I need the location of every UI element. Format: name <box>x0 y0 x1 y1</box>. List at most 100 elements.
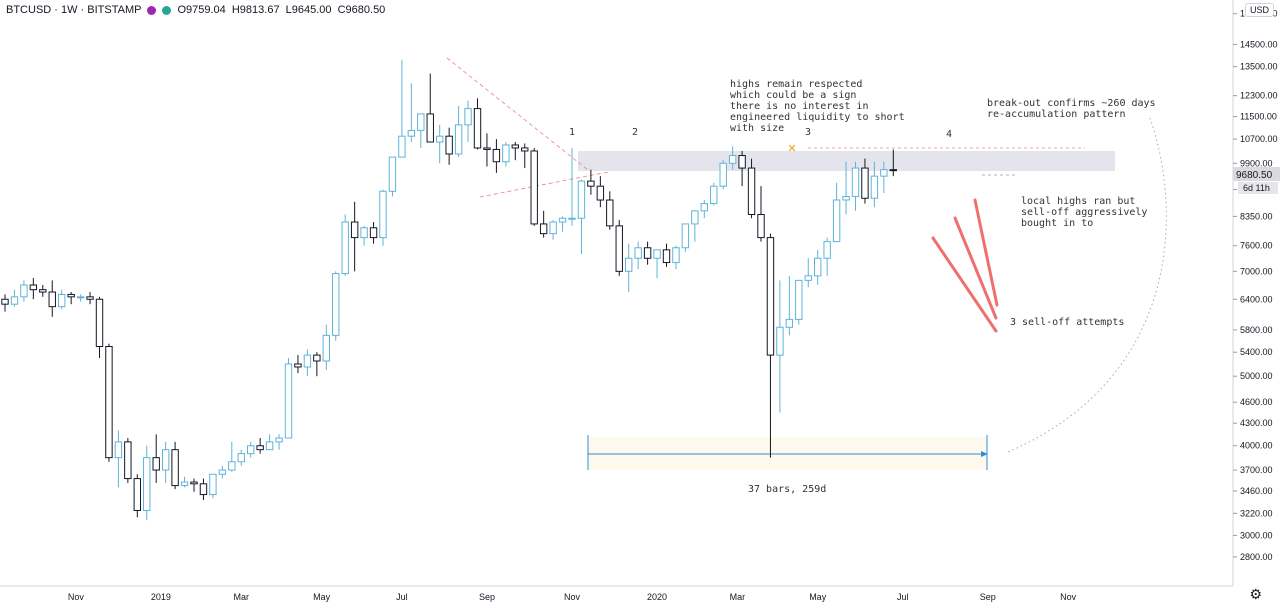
candle-body[interactable] <box>672 247 680 264</box>
candle-body[interactable] <box>218 469 227 475</box>
candle-body[interactable] <box>861 167 869 199</box>
settings-gear-icon[interactable]: ⚙ <box>1249 586 1262 602</box>
candle-body[interactable] <box>237 453 245 463</box>
candle-body[interactable] <box>161 449 170 471</box>
selloff-line-3[interactable] <box>931 236 998 333</box>
candle-body[interactable] <box>653 249 661 259</box>
candle-body[interactable] <box>870 175 879 199</box>
candle-body[interactable] <box>889 169 897 172</box>
resistance-zone[interactable] <box>578 151 1115 171</box>
candle-body[interactable] <box>86 296 94 300</box>
candle-body[interactable] <box>502 144 510 163</box>
candle-body[interactable] <box>766 237 775 356</box>
candle-body[interactable] <box>606 199 614 227</box>
candle-body[interactable] <box>105 345 113 459</box>
candle-body[interactable] <box>568 217 576 220</box>
candle-body[interactable] <box>436 135 444 143</box>
candle-body[interactable] <box>700 203 708 212</box>
candle-body[interactable] <box>426 113 434 143</box>
currency-button[interactable]: USD <box>1244 3 1274 17</box>
candle-body[interactable] <box>710 185 718 205</box>
candle-body[interactable] <box>275 437 283 443</box>
candle-body[interactable] <box>492 148 501 163</box>
candle-body[interactable] <box>681 223 690 249</box>
candle-body[interactable] <box>747 167 756 216</box>
candle-body[interactable] <box>417 113 425 131</box>
candle-body[interactable] <box>445 135 453 155</box>
candle-body[interactable] <box>738 155 746 169</box>
candle-body[interactable] <box>256 445 264 451</box>
candle-body[interactable] <box>719 162 727 187</box>
candle-body[interactable] <box>303 354 312 368</box>
candle-body[interactable] <box>114 441 123 459</box>
candle-body[interactable] <box>473 108 482 149</box>
candle-body[interactable] <box>379 190 387 239</box>
candle-body[interactable] <box>284 363 293 439</box>
candle-body[interactable] <box>247 445 255 455</box>
candle-body[interactable] <box>577 180 586 219</box>
candle-body[interactable] <box>39 289 47 293</box>
candle-body[interactable] <box>209 473 217 496</box>
candle-body[interactable] <box>880 169 888 177</box>
candle-body[interactable] <box>691 210 699 225</box>
candle-body[interactable] <box>369 227 378 239</box>
candle-body[interactable] <box>842 195 850 201</box>
candle-body[interactable] <box>76 296 85 299</box>
candle-body[interactable] <box>407 129 416 137</box>
candle-body[interactable] <box>58 293 66 308</box>
candle-body[interactable] <box>360 227 368 239</box>
candle-body[interactable] <box>171 449 179 487</box>
candle-body[interactable] <box>350 221 359 239</box>
candle-body[interactable] <box>322 334 331 362</box>
candle-body[interactable] <box>483 147 491 150</box>
triangle-upper-trend[interactable] <box>446 57 589 171</box>
candle-body[interactable] <box>634 247 642 259</box>
candle-body[interactable] <box>454 124 463 155</box>
candle-body[interactable] <box>190 481 198 485</box>
candle-body[interactable] <box>388 156 397 192</box>
selloff-line-1[interactable] <box>973 198 999 307</box>
candle-body[interactable] <box>398 135 406 158</box>
candle-body[interactable] <box>332 273 340 336</box>
candle-body[interactable] <box>521 147 529 152</box>
candle-body[interactable] <box>10 296 19 305</box>
candle-body[interactable] <box>851 167 860 197</box>
triangle-lower-trend[interactable] <box>479 171 609 198</box>
symbol-header[interactable]: BTCUSD · 1W · BITSTAMP O9759.04 H9813.67… <box>6 4 388 16</box>
candle-body[interactable] <box>1 298 9 305</box>
candle-body[interactable] <box>615 225 623 272</box>
candle-body[interactable] <box>558 217 567 223</box>
candle-body[interactable] <box>814 257 822 277</box>
candle-body[interactable] <box>757 214 765 239</box>
candle-body[interactable] <box>795 279 803 320</box>
candle-body[interactable] <box>143 457 151 511</box>
selloff-line-2[interactable] <box>953 216 998 320</box>
candle-body[interactable] <box>596 185 605 201</box>
candle-body[interactable] <box>662 249 671 264</box>
candle-body[interactable] <box>804 275 812 281</box>
candle-body[interactable] <box>152 457 160 471</box>
candle-body[interactable] <box>180 481 189 487</box>
candle-body[interactable] <box>124 441 132 480</box>
candle-body[interactable] <box>464 108 472 126</box>
symbol-title[interactable]: BTCUSD · 1W · BITSTAMP <box>6 4 142 16</box>
candle-body[interactable] <box>785 318 794 328</box>
candle-body[interactable] <box>228 461 236 471</box>
candle-body[interactable] <box>823 241 831 259</box>
candle-body[interactable] <box>587 180 595 187</box>
candle-body[interactable] <box>265 441 274 451</box>
candle-body[interactable] <box>511 144 519 149</box>
candle-body[interactable] <box>643 247 652 259</box>
candle-body[interactable] <box>313 354 321 362</box>
candle-body[interactable] <box>776 326 784 356</box>
candle-body[interactable] <box>539 223 548 235</box>
candle-body[interactable] <box>625 257 633 272</box>
candle-body[interactable] <box>20 284 28 298</box>
candle-body[interactable] <box>341 221 349 275</box>
candle-body[interactable] <box>549 221 557 235</box>
candle-body[interactable] <box>29 284 38 291</box>
candle-body[interactable] <box>728 155 737 164</box>
candle-body[interactable] <box>133 478 142 511</box>
candle-body[interactable] <box>530 150 538 225</box>
